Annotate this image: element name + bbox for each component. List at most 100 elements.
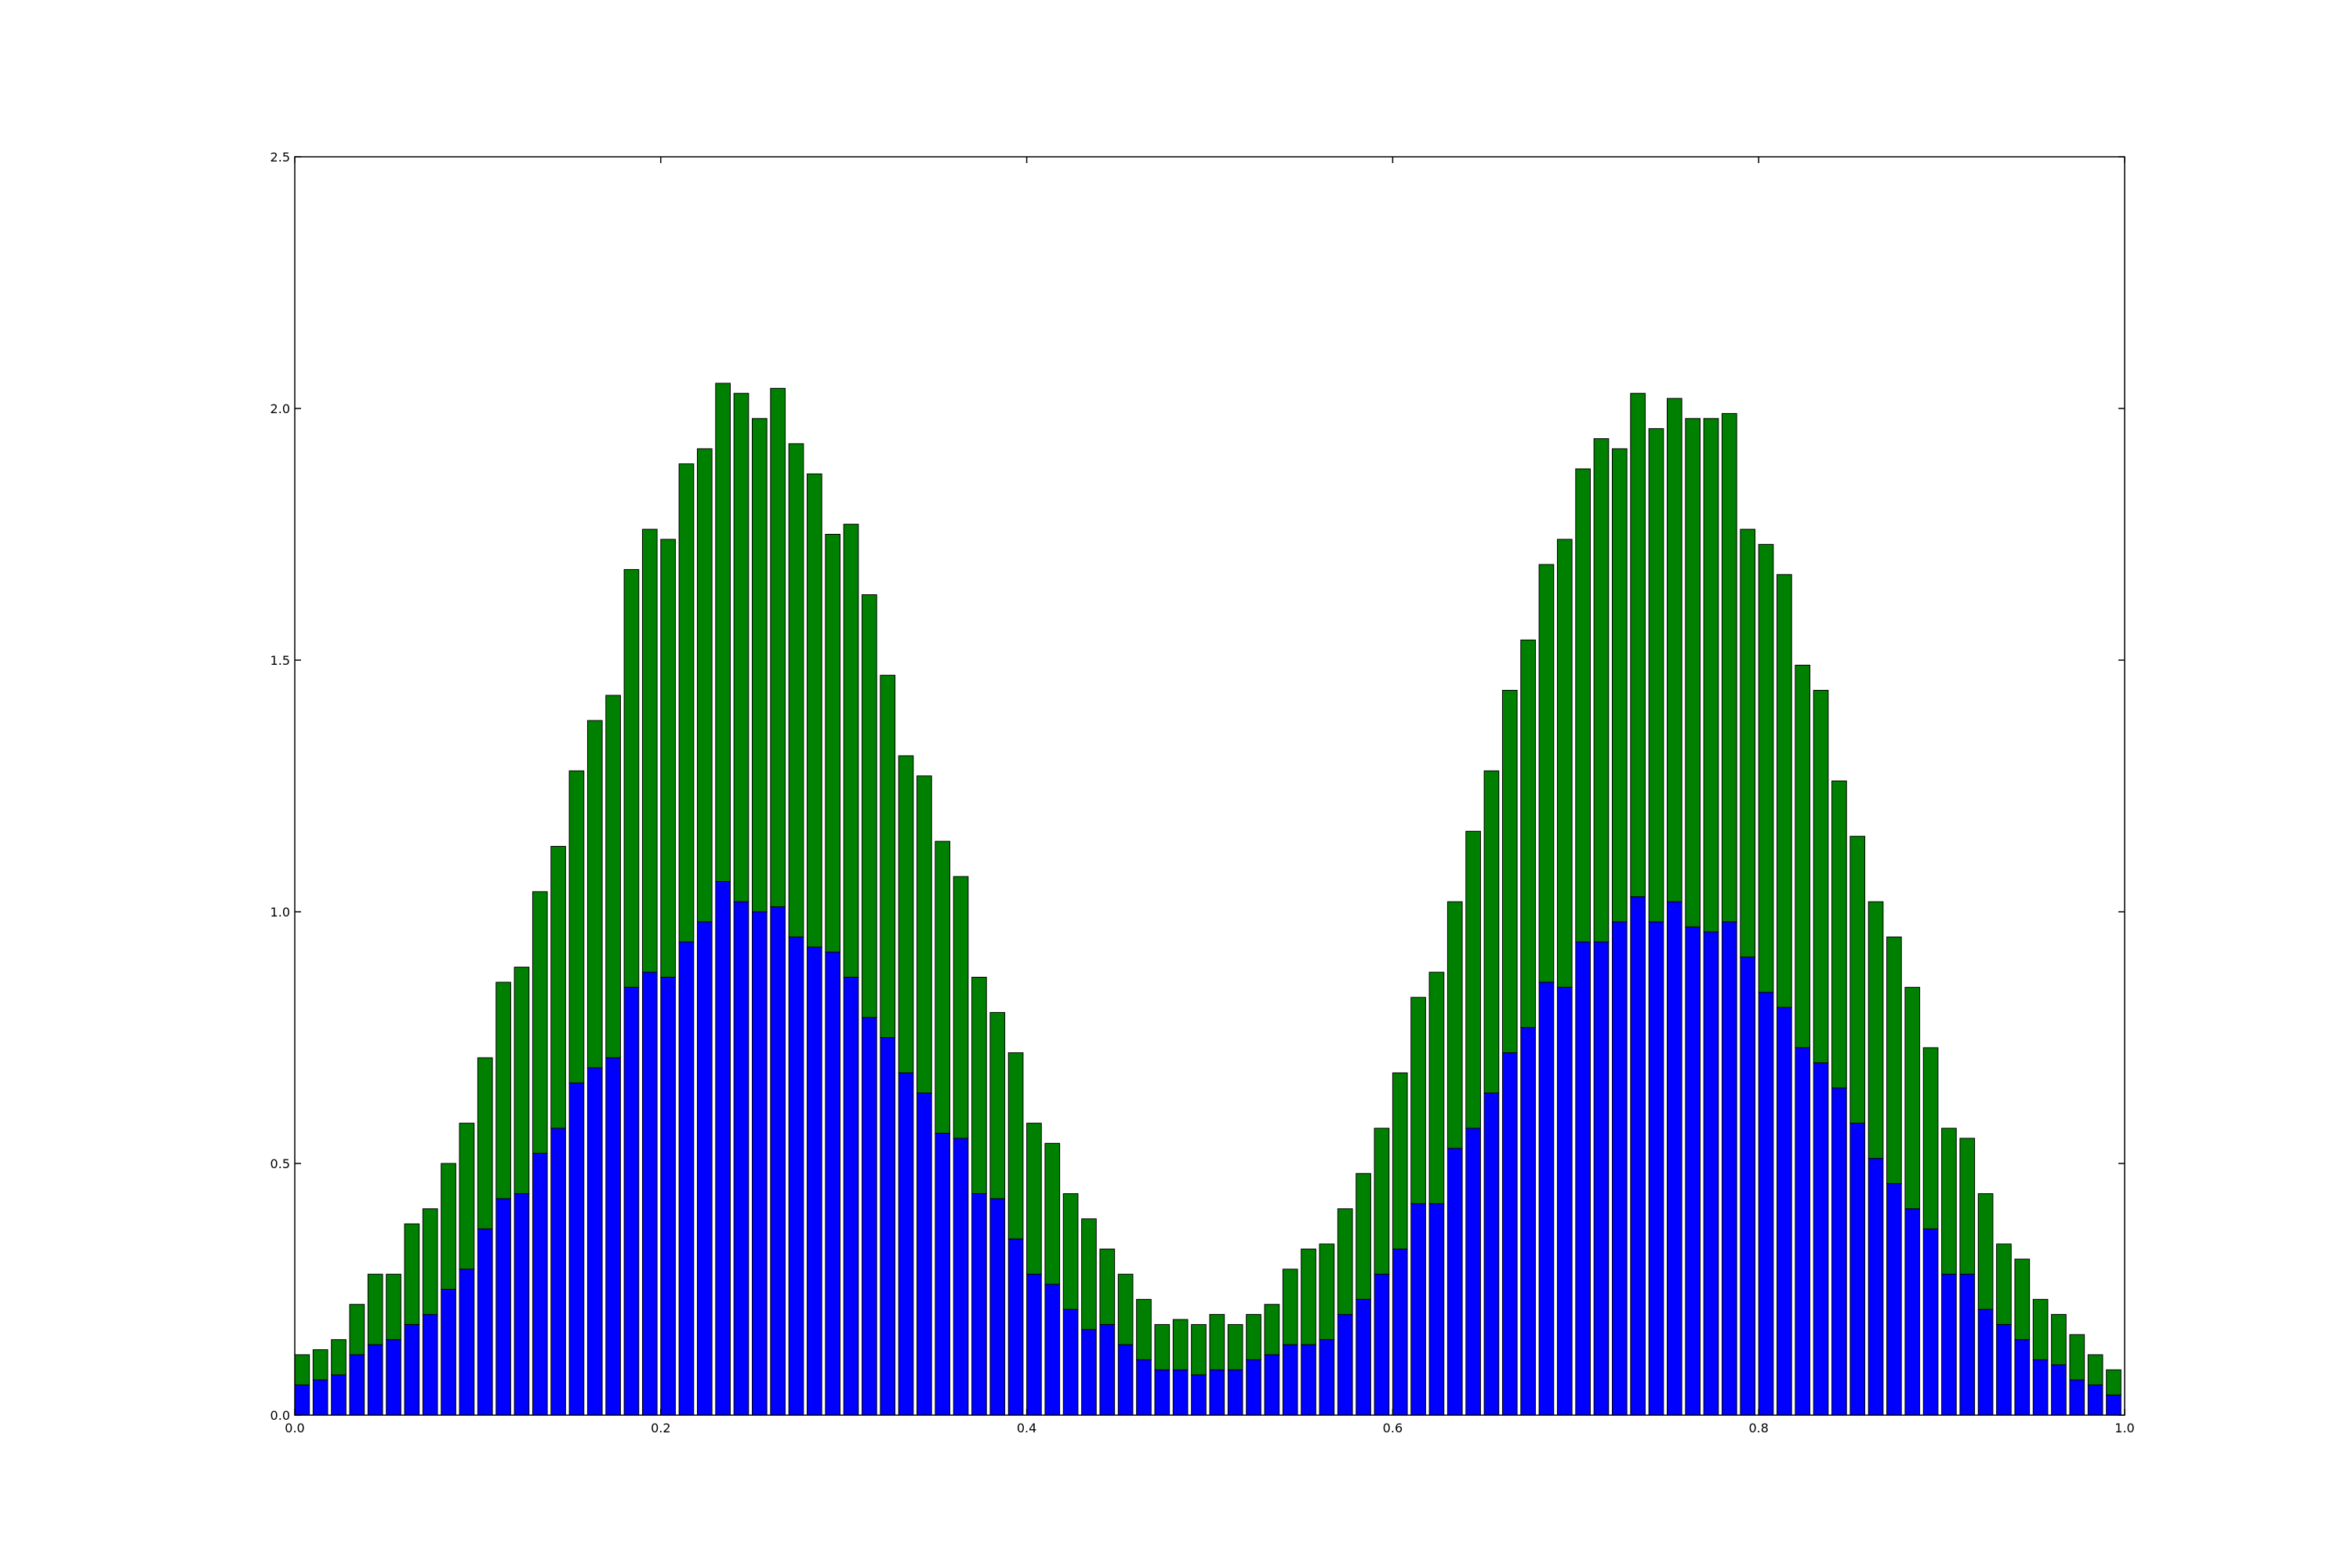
bar-series-2-65 [1483,770,1500,1094]
bar-series-1-62 [1428,1203,1445,1416]
bar-series-2-28 [807,473,822,948]
bar-series-1-67 [1520,1027,1536,1416]
bar-series-2-38 [989,1011,1006,1200]
bar-series-2-6 [404,1223,420,1325]
bar-series-2-11 [495,982,511,1200]
bar-series-2-14 [550,846,566,1129]
bar-series-1-2 [331,1374,347,1416]
bar-series-1-43 [1081,1329,1097,1416]
bar-series-1-68 [1538,982,1555,1416]
bar-series-2-40 [1026,1123,1042,1275]
bar-series-2-70 [1575,468,1591,943]
y-tick-label-3: 1.5 [270,653,290,668]
bar-series-2-24 [733,393,750,902]
tick-layer [294,156,2125,1416]
bar-series-1-28 [807,946,822,1416]
bar-series-1-33 [898,1072,914,1416]
bar-series-2-42 [1062,1193,1079,1310]
bar-series-2-62 [1428,971,1445,1204]
bar-series-1-50 [1209,1369,1225,1416]
bar-series-2-2 [331,1339,347,1376]
bar-series-2-13 [532,891,548,1154]
bar-series-1-29 [825,951,841,1416]
bar-series-1-75 [1667,901,1682,1416]
bar-series-1-34 [916,1092,932,1416]
bar-series-1-73 [1630,896,1646,1416]
bar-series-1-52 [1246,1359,1261,1416]
bar-series-1-39 [1007,1238,1024,1416]
bar-series-1-97 [2069,1379,2085,1416]
bar-series-1-11 [495,1198,511,1416]
bar-series-1-9 [459,1269,475,1416]
x-tick-label-5: 1.0 [2114,1421,2134,1436]
bar-series-1-27 [788,936,804,1416]
bar-series-2-69 [1556,539,1573,988]
bar-series-2-20 [660,539,676,978]
bar-series-1-18 [623,986,640,1416]
bar-series-2-8 [441,1163,456,1290]
bar-series-1-55 [1301,1344,1316,1416]
axes-frame [294,156,2125,1416]
bar-series-1-64 [1465,1127,1481,1416]
bar-series-2-36 [953,876,969,1139]
y-tick-label-4: 2.0 [270,401,290,416]
bar-series-2-76 [1685,418,1701,927]
bar-series-1-40 [1026,1273,1042,1416]
bar-series-2-3 [349,1304,365,1356]
bar-series-2-44 [1099,1248,1116,1325]
bar-series-1-72 [1611,921,1628,1416]
bar-series-2-27 [788,443,804,938]
bar-series-1-69 [1556,986,1573,1416]
bar-series-2-81 [1777,574,1792,1008]
bar-series-2-59 [1374,1127,1390,1275]
bar-series-2-26 [770,387,786,908]
bar-series-2-72 [1611,448,1628,923]
bar-series-1-99 [2106,1394,2122,1416]
bar-series-1-24 [733,901,750,1416]
bar-series-1-4 [367,1344,383,1416]
bar-series-2-87 [1886,936,1902,1185]
bar-series-1-79 [1740,956,1756,1416]
bar-series-2-53 [1264,1304,1280,1356]
bar-series-1-15 [568,1082,585,1416]
bar-series-1-1 [312,1379,328,1416]
bar-series-1-95 [2032,1359,2049,1416]
bar-series-2-77 [1703,418,1719,933]
bar-series-2-73 [1630,393,1646,898]
y-tick-label-1: 0.5 [270,1156,290,1171]
bar-series-1-30 [843,976,859,1416]
bar-series-2-60 [1392,1072,1408,1250]
bar-series-1-22 [696,921,713,1416]
bar-series-2-48 [1172,1319,1189,1370]
bar-series-2-57 [1337,1208,1353,1316]
x-tick-label-0: 0.0 [285,1421,304,1436]
bar-series-2-68 [1538,564,1555,983]
bar-series-2-95 [2032,1298,2049,1360]
bar-series-2-92 [1977,1193,1994,1310]
bar-series-1-57 [1337,1314,1353,1416]
bar-series-1-0 [294,1384,310,1416]
bar-series-2-96 [2051,1314,2067,1366]
bar-series-2-94 [2014,1258,2031,1341]
bar-series-2-22 [696,448,713,923]
bar-series-2-61 [1410,996,1426,1204]
bar-series-1-20 [660,976,676,1416]
bar-series-1-60 [1392,1248,1408,1416]
bar-series-1-65 [1483,1092,1500,1416]
bar-series-2-78 [1722,412,1737,923]
bar-series-2-46 [1136,1298,1152,1360]
bar-series-1-17 [605,1057,621,1416]
x-tick-label-3: 0.6 [1383,1421,1403,1436]
bar-series-2-4 [367,1273,383,1345]
bar-series-2-47 [1154,1323,1171,1370]
bar-series-1-6 [404,1323,420,1416]
bar-series-2-67 [1520,639,1536,1029]
bar-series-1-44 [1099,1323,1116,1416]
bar-series-1-38 [989,1198,1006,1416]
bar-series-2-0 [294,1354,310,1385]
bar-series-2-90 [1941,1127,1957,1275]
bar-series-1-78 [1722,921,1737,1416]
bar-series-1-58 [1356,1298,1371,1416]
bar-series-2-66 [1501,690,1518,1054]
